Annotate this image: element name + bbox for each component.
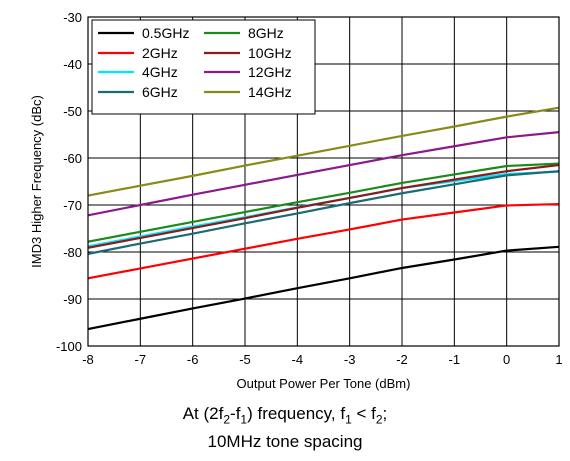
y-tick-label: -90	[63, 292, 82, 307]
legend: 0.5GHz 2GHz 4GHz 6GHz 8GHz 10GHz 12GHz 14GHz	[91, 19, 316, 115]
x-tick-label: -6	[187, 352, 199, 367]
y-axis-title: IMD3 Higher Frequency (dBc)	[29, 95, 44, 268]
caption-text: ;	[382, 404, 388, 423]
y-tick-label: -100	[56, 339, 82, 354]
y-tick-label: -30	[63, 10, 82, 25]
series-line-0.5ghz	[87, 245, 560, 331]
caption-line-1: At (2f2-f1) frequency, f1 < f2;	[0, 404, 570, 426]
legend-label-8ghz: 8GHz	[248, 25, 284, 41]
caption-line-2: 10MHz tone spacing	[207, 432, 363, 451]
x-tick-label: -2	[396, 352, 408, 367]
caption-text: ) frequency, f	[247, 404, 346, 423]
legend-label-4ghz: 4GHz	[142, 64, 178, 80]
legend-label-6ghz: 6GHz	[142, 84, 178, 100]
caption-text: At (2f	[182, 404, 224, 423]
y-tick-label: -60	[63, 151, 82, 166]
legend-label-14ghz: 14GHz	[248, 84, 292, 100]
caption-subscript: 2	[375, 412, 383, 427]
x-tick-labels: -8 -7 -6 -5 -4 -3 -2 -1 0 1	[82, 352, 562, 367]
x-tick-label: -1	[449, 352, 461, 367]
legend-box	[91, 19, 316, 115]
series-line-6ghz	[87, 170, 560, 255]
x-tick-label: -4	[292, 352, 304, 367]
x-tick-label: -5	[239, 352, 251, 367]
chart: -8 -7 -6 -5 -4 -3 -2 -1 0 1 -30 -40 -50 -60 -70 -80 -90…	[29, 10, 563, 391]
y-tick-labels: -30 -40 -50 -60 -70 -80 -90 -100	[56, 10, 82, 354]
legend-label-0.5ghz: 0.5GHz	[142, 25, 189, 41]
y-tick-label: -70	[63, 198, 82, 213]
caption-text: < f	[351, 404, 376, 423]
x-tick-label: 0	[503, 352, 510, 367]
legend-label-2ghz: 2GHz	[142, 45, 178, 61]
legend-label-10ghz: 10GHz	[248, 45, 292, 61]
series-line-8ghz	[87, 162, 560, 243]
series-line-12ghz	[87, 131, 560, 217]
plot-border	[87, 16, 560, 347]
y-tick-label: -80	[63, 245, 82, 260]
x-axis-title: Output Power Per Tone (dBm)	[237, 376, 411, 391]
y-tick-label: -50	[63, 104, 82, 119]
caption-subscript: 2	[223, 412, 231, 427]
series-line-2ghz	[87, 202, 560, 280]
x-tick-label: -7	[135, 352, 147, 367]
y-tick-label: -40	[63, 57, 82, 72]
legend-label-12ghz: 12GHz	[248, 64, 292, 80]
caption-subscript: 1	[240, 412, 248, 427]
caption-text: -f	[230, 404, 241, 423]
x-tick-label: -3	[344, 352, 356, 367]
series-line-14ghz	[87, 106, 560, 197]
series-line-10ghz	[87, 163, 560, 249]
x-tick-label: -8	[82, 352, 94, 367]
x-tick-label: 1	[555, 352, 562, 367]
caption-subscript: 1	[345, 412, 352, 427]
series-lines	[87, 106, 560, 331]
